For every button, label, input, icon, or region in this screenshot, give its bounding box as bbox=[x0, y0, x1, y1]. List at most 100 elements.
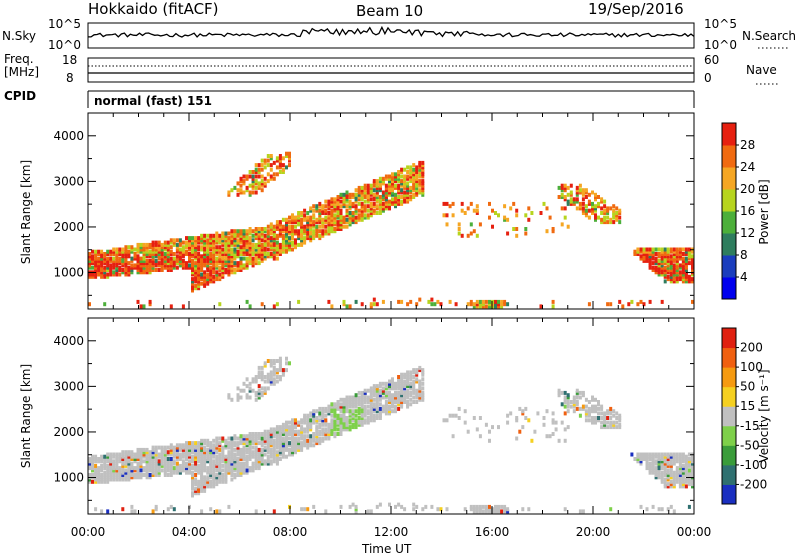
colorbar-tick-label: -100 bbox=[740, 458, 767, 472]
velocity-cell bbox=[191, 454, 194, 459]
power-cell bbox=[100, 256, 104, 261]
velocity-cell bbox=[354, 418, 358, 423]
power-cell bbox=[291, 215, 294, 220]
velocity-cell bbox=[233, 452, 237, 457]
velocity-cell bbox=[300, 418, 304, 423]
velocity-cell bbox=[357, 400, 361, 404]
velocity-cell bbox=[475, 427, 479, 432]
power-cell bbox=[666, 247, 670, 252]
power-cell bbox=[221, 265, 225, 270]
power-cell bbox=[224, 254, 228, 259]
power-cell bbox=[278, 220, 282, 225]
velocity-cell bbox=[315, 436, 319, 441]
power-cell bbox=[200, 256, 204, 261]
velocity-cell bbox=[330, 418, 334, 423]
power-cell bbox=[260, 238, 264, 243]
power-cell bbox=[200, 247, 204, 252]
power-cell bbox=[163, 247, 167, 252]
velocity-cell bbox=[124, 470, 128, 475]
velocity-cell bbox=[230, 470, 234, 475]
power-cell bbox=[391, 192, 394, 197]
power-cell bbox=[418, 297, 422, 302]
velocity-cell bbox=[378, 406, 382, 411]
velocity-cell bbox=[200, 479, 204, 484]
power-cell bbox=[600, 206, 604, 211]
velocity-cell bbox=[415, 504, 419, 509]
velocity-cell bbox=[209, 507, 213, 512]
power-cell bbox=[103, 252, 107, 256]
velocity-cell bbox=[384, 384, 388, 389]
power-cell bbox=[324, 224, 328, 229]
velocity-cell bbox=[266, 454, 270, 459]
velocity-cell bbox=[597, 418, 600, 423]
velocity-cell bbox=[212, 445, 216, 450]
power-cell bbox=[130, 268, 134, 272]
velocity-cell bbox=[260, 390, 264, 395]
velocity-cell bbox=[375, 504, 379, 509]
velocity-cell bbox=[609, 507, 613, 512]
power-cell bbox=[191, 252, 194, 256]
power-cell bbox=[203, 279, 207, 284]
power-cell bbox=[203, 272, 207, 277]
power-cell bbox=[160, 268, 164, 272]
power-cell bbox=[239, 233, 243, 238]
velocity-cell bbox=[160, 450, 164, 455]
power-cell bbox=[415, 188, 419, 193]
power-cell bbox=[215, 261, 219, 266]
velocity-cell bbox=[97, 473, 101, 477]
power-cell bbox=[669, 265, 673, 270]
velocity-cell bbox=[245, 468, 249, 473]
power-cell bbox=[94, 252, 98, 256]
velocity-cell bbox=[663, 482, 667, 487]
power-cell bbox=[109, 265, 113, 270]
power-cell bbox=[154, 249, 158, 254]
velocity-cell bbox=[357, 411, 361, 416]
velocity-cell bbox=[230, 452, 234, 457]
power-cell bbox=[339, 208, 343, 213]
velocity-cell bbox=[151, 447, 155, 452]
velocity-cell bbox=[124, 459, 128, 464]
power-cell bbox=[584, 188, 588, 193]
velocity-cell bbox=[488, 429, 491, 434]
power-cell bbox=[230, 229, 234, 234]
power-cell bbox=[178, 258, 182, 263]
power-cell bbox=[194, 242, 198, 247]
velocity-cell bbox=[315, 420, 319, 425]
power-cell bbox=[124, 258, 128, 263]
power-cell bbox=[139, 242, 143, 247]
velocity-cell bbox=[285, 427, 288, 432]
velocity-cell bbox=[654, 470, 658, 475]
power-cell bbox=[169, 240, 173, 245]
velocity-cell bbox=[294, 418, 297, 423]
velocity-cell bbox=[303, 436, 307, 441]
velocity-cell bbox=[418, 397, 422, 402]
velocity-cell bbox=[336, 427, 340, 432]
power-cell bbox=[312, 215, 316, 220]
velocity-cell bbox=[563, 400, 567, 404]
velocity-cell bbox=[230, 443, 234, 448]
velocity-cell bbox=[200, 468, 204, 473]
power-cell bbox=[166, 252, 170, 256]
velocity-cell bbox=[691, 479, 694, 484]
power-cell bbox=[188, 263, 191, 268]
power-cell bbox=[145, 270, 149, 275]
power-cell bbox=[239, 256, 243, 261]
velocity-cell bbox=[245, 450, 249, 455]
power-cell bbox=[130, 249, 134, 254]
velocity-cell bbox=[645, 463, 649, 468]
velocity-cell bbox=[339, 406, 343, 411]
velocity-cell bbox=[281, 436, 285, 441]
velocity-cell bbox=[336, 420, 340, 425]
power-cell bbox=[348, 201, 352, 206]
power-cell bbox=[212, 256, 216, 261]
power-cell bbox=[230, 258, 234, 263]
velocity-cell bbox=[245, 459, 249, 464]
power-cell bbox=[272, 233, 276, 238]
velocity-cell bbox=[348, 404, 352, 409]
power-cell bbox=[381, 201, 385, 206]
velocity-cell bbox=[300, 447, 304, 452]
velocity-cell bbox=[163, 459, 167, 464]
velocity-cell bbox=[194, 457, 198, 461]
velocity-cell bbox=[681, 482, 685, 487]
velocity-cell bbox=[603, 420, 607, 425]
